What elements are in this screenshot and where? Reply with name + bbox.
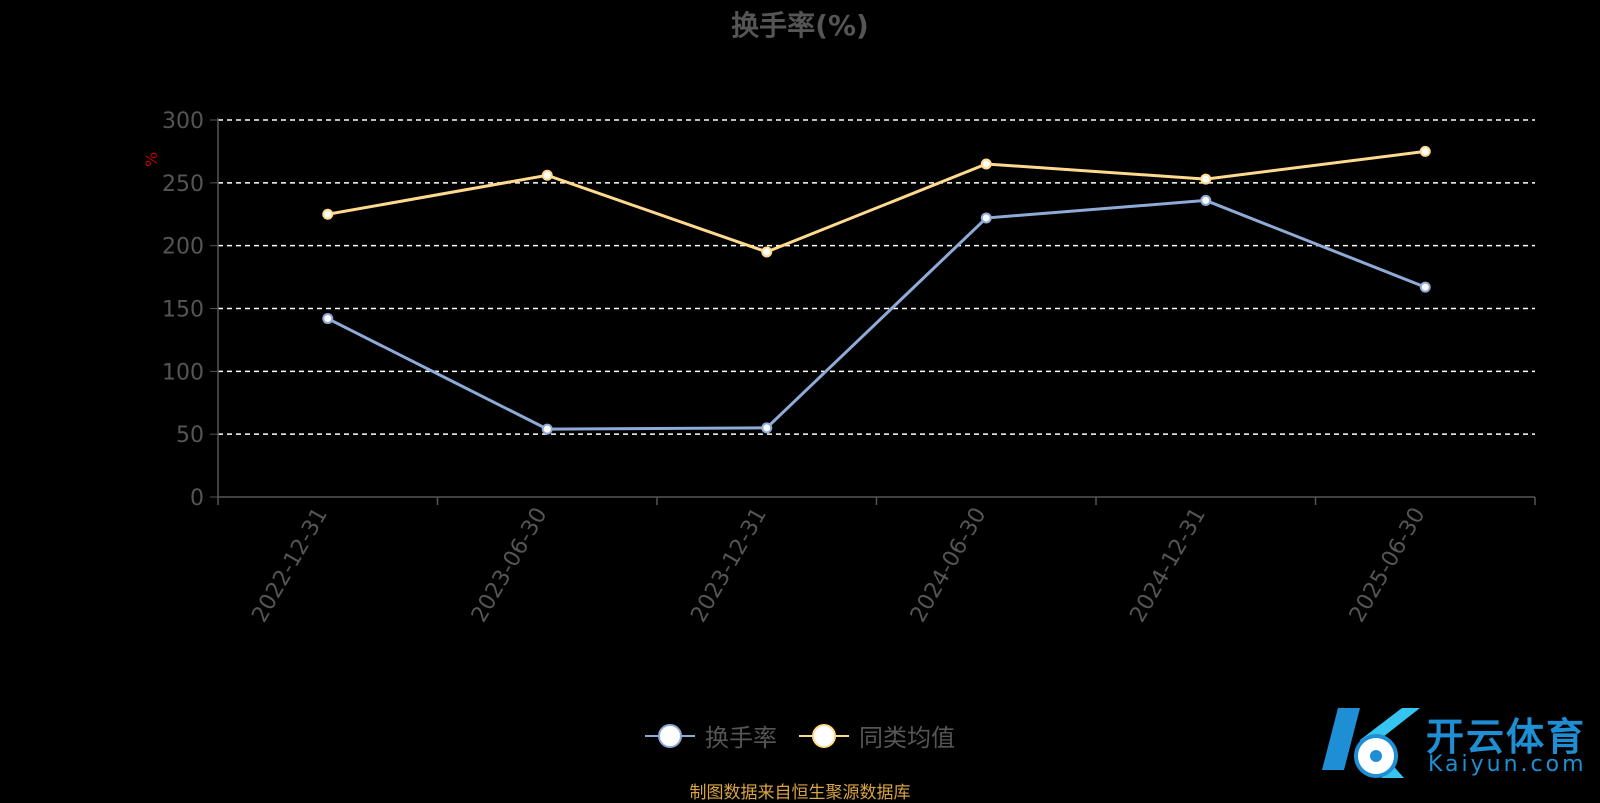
brand-domain: Kaiyun.com xyxy=(1428,752,1587,777)
data-point-s0-3 xyxy=(980,212,992,224)
y-tick-label-3: 150 xyxy=(162,298,204,323)
series-line-0 xyxy=(327,198,1426,431)
y-tick-label-4: 200 xyxy=(162,235,204,260)
y-tick-label-5: 250 xyxy=(162,172,204,197)
data-point-s1-0 xyxy=(322,208,334,220)
x-tick-label-3: 2024-06-30 xyxy=(906,504,992,627)
y-tick-label-0: 0 xyxy=(190,486,204,511)
data-point-s0-2 xyxy=(761,422,773,434)
data-point-s1-3 xyxy=(980,158,992,170)
data-point-s0-4 xyxy=(1200,194,1212,206)
legend-item-series-0[interactable]: 换手率 xyxy=(645,718,777,753)
y-tick-label-2: 100 xyxy=(162,360,204,385)
x-tick-label-0: 2022-12-31 xyxy=(247,504,333,627)
x-tick-label-4: 2024-12-31 xyxy=(1125,504,1211,627)
chart-title: 换手率(%) xyxy=(731,9,869,42)
data-point-s1-5 xyxy=(1419,145,1431,157)
data-point-s1-2 xyxy=(761,246,773,258)
y-tick-label-6: 300 xyxy=(162,109,204,134)
x-tick-label-1: 2023-06-30 xyxy=(467,504,553,627)
data-point-s0-0 xyxy=(322,313,334,325)
brand-logo[interactable]: 开云体育 Kaiyun.com xyxy=(1316,700,1596,788)
data-point-s0-5 xyxy=(1419,281,1431,293)
data-point-s1-1 xyxy=(541,169,553,181)
legend-swatch-series-0 xyxy=(645,723,695,748)
brand-name: 开云体育 xyxy=(1426,715,1587,759)
legend: 换手率 同类均值 xyxy=(0,718,1600,753)
data-point-s0-1 xyxy=(541,423,553,435)
y-tick-label-1: 50 xyxy=(176,423,204,448)
data-point-s1-4 xyxy=(1200,173,1212,185)
legend-label-series-0: 换手率 xyxy=(705,724,777,752)
x-tick-label-5: 2025-06-30 xyxy=(1345,504,1431,627)
source-note: 制图数据来自恒生聚源数据库 xyxy=(689,783,911,803)
x-tick-label-2: 2023-12-31 xyxy=(686,504,772,627)
legend-label-series-1: 同类均值 xyxy=(859,724,955,752)
series-line-1 xyxy=(327,149,1426,254)
brand-k-icon xyxy=(1322,708,1420,778)
legend-swatch-series-1 xyxy=(799,723,849,748)
legend-item-series-1[interactable]: 同类均值 xyxy=(799,718,955,753)
